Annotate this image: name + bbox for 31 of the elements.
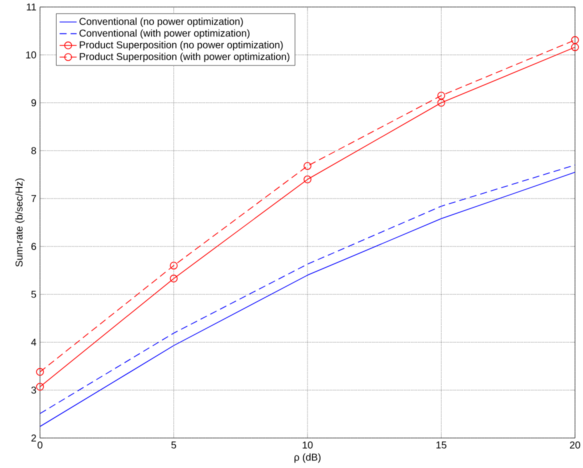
y-tick-label: 8 — [31, 147, 36, 154]
x-tick-label: 20 — [570, 442, 580, 449]
point — [437, 92, 446, 100]
point — [170, 262, 178, 270]
x-tick-label: 10 — [302, 442, 313, 449]
y-tick-label: 3 — [31, 386, 36, 394]
point — [304, 176, 312, 184]
x-tick-label: 15 — [436, 442, 446, 448]
y-tick-label: 4 — [31, 338, 36, 346]
y-tick-label: 6 — [31, 242, 36, 250]
point — [304, 162, 312, 170]
x-axis-title: ρ (dB) — [294, 453, 321, 463]
legend-label: Product Superposition (no power optimization) — [80, 41, 283, 50]
y-axis-title: Sum-rate (b/sec/Hz) — [15, 178, 25, 267]
point — [571, 36, 579, 44]
point — [36, 382, 44, 391]
point — [571, 43, 579, 52]
legend-label: Conventional (with power optimization) — [80, 29, 250, 39]
y-tick-label: 11 — [26, 4, 36, 10]
point — [36, 368, 44, 376]
y-tick-label: 2 — [31, 434, 36, 442]
point — [170, 274, 178, 282]
y-tick-label: 10 — [26, 51, 36, 58]
legend-label: Conventional (no power optimization) — [80, 18, 243, 27]
x-tick-label: 5 — [171, 442, 176, 448]
x-tick-label: 0 — [38, 442, 42, 449]
y-tick-label: 7 — [31, 195, 36, 202]
y-tick-label: 5 — [31, 290, 36, 298]
legend-label: Product Superposition (with power optimization) — [80, 52, 290, 62]
point — [437, 98, 446, 107]
y-tick-label: 9 — [31, 99, 36, 106]
